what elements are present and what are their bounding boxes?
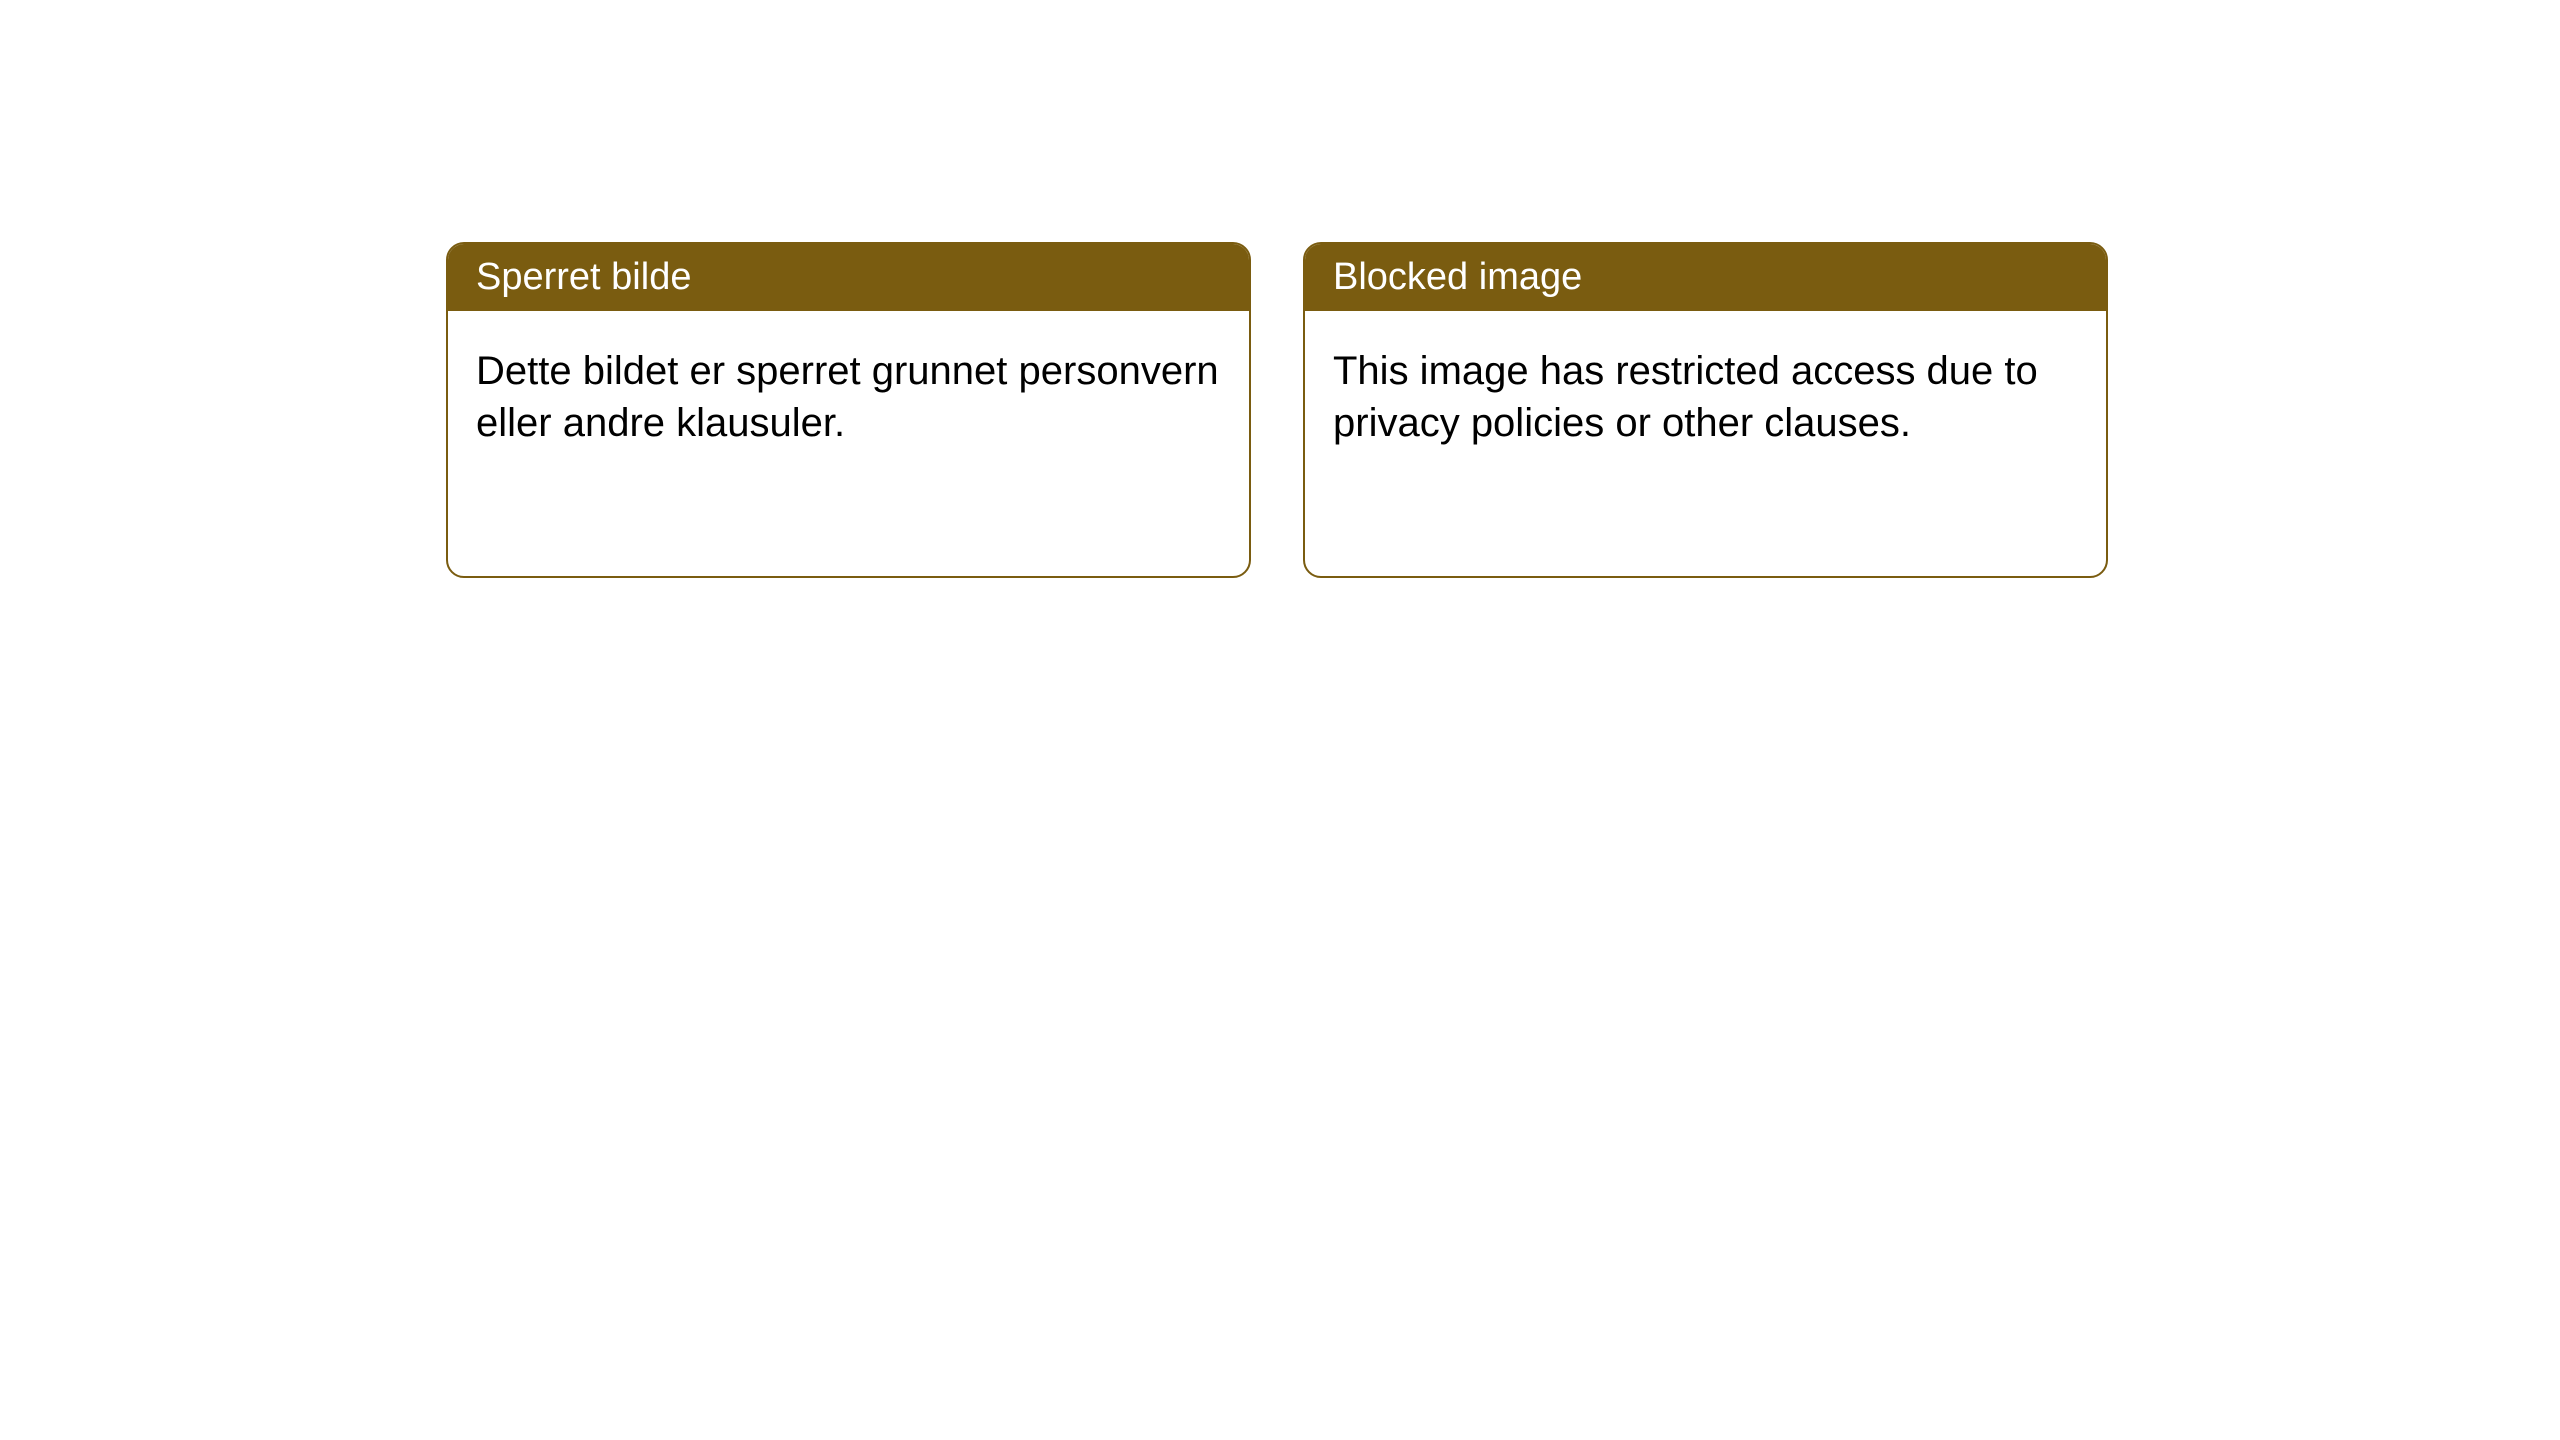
notice-title: Sperret bilde [476, 256, 691, 298]
notice-card-english: Blocked image This image has restricted … [1303, 242, 2108, 578]
notice-body: Dette bildet er sperret grunnet personve… [448, 311, 1249, 483]
notice-card-norwegian: Sperret bilde Dette bildet er sperret gr… [446, 242, 1251, 578]
notice-body: This image has restricted access due to … [1305, 311, 2106, 483]
notice-body-text: Dette bildet er sperret grunnet personve… [476, 349, 1219, 445]
notice-container: Sperret bilde Dette bildet er sperret gr… [446, 242, 2108, 578]
notice-body-text: This image has restricted access due to … [1333, 349, 2038, 445]
notice-header: Blocked image [1305, 244, 2106, 311]
notice-header: Sperret bilde [448, 244, 1249, 311]
notice-title: Blocked image [1333, 256, 1582, 298]
